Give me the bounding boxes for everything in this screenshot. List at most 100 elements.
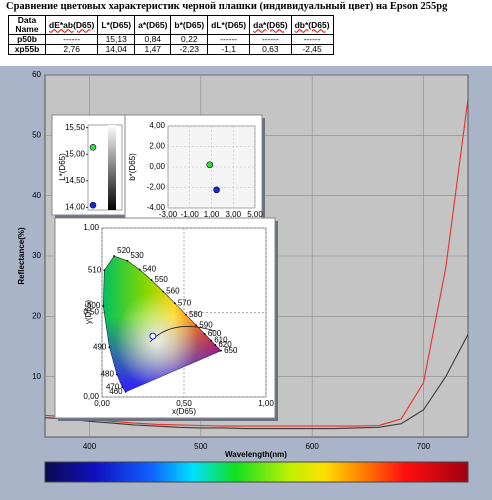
y-tick-label: 0,00: [83, 392, 99, 401]
x-tick-label: 3,00: [225, 210, 241, 219]
chart: 10 20 30 40 50 60 400 500 600 700 Wavelength(nm) Re…: [0, 66, 492, 500]
table-cell: ------: [290, 34, 334, 45]
x-tick-label: -3,00: [159, 210, 178, 219]
locus-point: [138, 268, 141, 271]
x-tick-label: 0,50: [176, 399, 192, 408]
wavelength-label: 620: [218, 340, 232, 349]
table-cell: db*(D65): [290, 15, 334, 35]
wavelength-label: 470: [106, 382, 120, 391]
table-cell: 0,84: [134, 34, 172, 45]
y-tick-label: 15,00: [65, 149, 86, 158]
x-tick-label: 1,00: [204, 210, 220, 219]
page-title: Сравнение цветовых характеристик черной …: [6, 1, 448, 12]
locus-point: [173, 302, 176, 305]
table-cell: L*(D65): [97, 15, 136, 35]
table-row: p50b ------ 15,13 0,84 0,22 ------ ------ -----…: [8, 34, 334, 45]
wavelength-label: 500: [87, 301, 101, 310]
table-cell: da*(D65): [249, 15, 292, 35]
data-point: [149, 332, 157, 340]
wavelength-label: 610: [214, 336, 228, 345]
x-tick-label: 1,00: [258, 399, 274, 408]
y-axis-label: Reflectance(%): [17, 227, 26, 285]
wavelength-label: 570: [178, 298, 192, 307]
locus-point: [203, 333, 206, 335]
x-tick-label: 0,00: [94, 399, 110, 408]
locus-point: [150, 279, 153, 281]
y-tick-label: 2,00: [149, 142, 165, 151]
table-cell: ------: [249, 34, 292, 45]
x-tick-label: -1,00: [181, 210, 200, 219]
data-point: [89, 144, 97, 151]
wavelength-label: 480: [101, 370, 115, 379]
table-cell: -2,23: [170, 44, 209, 55]
y-tick-label: 10: [32, 372, 41, 381]
y-tick-label: 30: [32, 251, 41, 260]
table-cell: p50b: [8, 34, 46, 45]
y-tick-label: 40: [32, 191, 41, 200]
locus-point: [220, 349, 222, 352]
y-tick-label: 4,00: [149, 121, 165, 130]
locus-point: [195, 324, 198, 327]
x-tick-label: 700: [417, 442, 431, 451]
table-row: xp55b 2,76 14,04 1,47 -2,23 -1,1 0,63 -2,45: [8, 44, 334, 55]
lightness-bar: [108, 125, 116, 210]
locus-point: [126, 259, 129, 262]
locus-point: [214, 344, 217, 346]
y-tick-label: 50: [32, 130, 41, 139]
locus-point: [116, 373, 118, 376]
locus-point: [102, 305, 105, 307]
y-tick-label: -2,00: [147, 183, 166, 192]
locus-point: [124, 391, 127, 393]
chart-body: 10 20 30 40 50 60 400 500 600 700 Wavelength(nm) Re…: [0, 66, 492, 500]
table-cell: dL*(D65): [207, 15, 251, 35]
y-tick-label: 15,50: [65, 123, 86, 132]
locus-point: [185, 313, 187, 316]
wavelength-label: 460: [109, 387, 123, 396]
table-cell: ------: [44, 34, 99, 45]
locus-point: [108, 346, 111, 349]
axis-label: y(D65): [84, 300, 93, 324]
x-tick-label: 600: [305, 442, 319, 451]
table-cell: 2,76: [44, 44, 99, 55]
data-table: Data Name dE*ab(D65) L*(D65) a*(D65) b*(D65)…: [8, 15, 334, 55]
x-axis-label: Wavelength(nm): [225, 450, 287, 459]
table-cell: dE*ab(D65): [44, 15, 99, 35]
y-tick-label: 0,50: [83, 308, 99, 317]
data-point: [206, 161, 214, 169]
table-row: Data Name dE*ab(D65) L*(D65) a*(D65) b*(D65)…: [8, 15, 334, 35]
table-cell: 14,04: [97, 44, 136, 55]
table-cell: 0,22: [170, 34, 209, 45]
axis-label: b*(D65): [128, 153, 137, 181]
data-point: [89, 201, 97, 209]
wavelength-label: 510: [88, 265, 102, 274]
inset-frame: [87, 124, 123, 211]
locus-shading: [103, 256, 222, 392]
locus-point: [121, 386, 124, 389]
y-tick-label: -4,00: [147, 203, 166, 212]
wavelength-label: 600: [208, 329, 222, 338]
data-point: [213, 186, 220, 194]
y-tick-label: 14,50: [65, 176, 86, 185]
locus-point: [162, 290, 165, 293]
y-tick-label: 0,00: [149, 162, 165, 171]
table-cell: 15,13: [97, 34, 136, 45]
spectrum-bar: [44, 461, 469, 483]
x-tick-label: 500: [194, 442, 208, 451]
y-tick-label: 20: [32, 311, 41, 320]
x-tick-label: 5,00: [247, 210, 263, 219]
wavelength-label: 560: [166, 287, 180, 296]
table-cell: xp55b: [8, 44, 46, 55]
table-cell: 0,63: [249, 44, 292, 55]
axis-label: L*(D65): [58, 153, 67, 181]
wavelength-label: 580: [189, 310, 203, 319]
wavelength-label: 490: [93, 342, 107, 351]
wavelength-label: 520: [117, 246, 131, 255]
x-tick-label: 400: [83, 442, 97, 451]
locus-point: [103, 269, 106, 272]
wavelength-label: 550: [155, 275, 169, 284]
table-cell: a*(D65): [134, 15, 172, 35]
locus-point: [210, 339, 213, 342]
table-cell: 1,47: [134, 44, 172, 55]
table-cell: -2,45: [290, 44, 334, 55]
